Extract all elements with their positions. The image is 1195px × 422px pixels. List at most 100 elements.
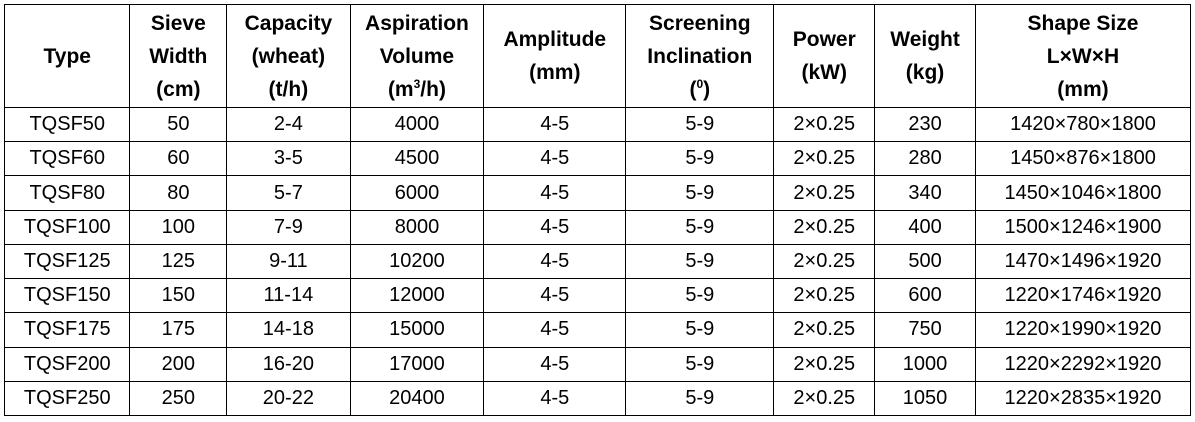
cell-amplitude: 4-5	[483, 141, 627, 177]
cell-weight: 400	[874, 209, 976, 245]
cell-weight: 1000	[874, 346, 976, 382]
cell-amplitude: 4-5	[483, 278, 627, 314]
cell-inclination: 5-9	[625, 243, 775, 280]
cell-power: 2×0.25	[773, 141, 876, 177]
header-sieve-width: Sieve Width (cm)	[129, 4, 228, 108]
cell-amplitude: 4-5	[483, 243, 627, 280]
table-row: TQSF175 175 14-18 15000 4-5 5-9 2×0.25 7…	[3, 312, 1192, 348]
cell-shape-size: 1220×2292×1920	[974, 346, 1192, 382]
cell-weight: 280	[874, 141, 976, 177]
cell-aspiration: 4000	[349, 106, 485, 143]
cell-type: TQSF125	[3, 243, 131, 280]
cell-capacity: 3-5	[226, 141, 351, 177]
header-screening-inclination: Screening Inclination (0)	[625, 4, 775, 108]
cell-type: TQSF175	[3, 312, 131, 348]
cell-power: 2×0.25	[773, 106, 876, 143]
cell-weight: 340	[874, 175, 976, 211]
cell-power: 2×0.25	[773, 380, 876, 417]
cell-sieve-width: 80	[129, 175, 228, 211]
cell-power: 2×0.25	[773, 312, 876, 348]
cell-weight: 600	[874, 278, 976, 314]
specification-table: Type Sieve Width (cm) Capacity (wheat) (…	[3, 4, 1192, 417]
cell-aspiration: 15000	[349, 312, 485, 348]
table-row: TQSF125 125 9-11 10200 4-5 5-9 2×0.25 50…	[3, 243, 1192, 280]
cell-aspiration: 12000	[349, 278, 485, 314]
table-row: TQSF60 60 3-5 4500 4-5 5-9 2×0.25 280 14…	[3, 141, 1192, 177]
cell-type: TQSF60	[3, 141, 131, 177]
cell-aspiration: 4500	[349, 141, 485, 177]
cell-shape-size: 1450×876×1800	[974, 141, 1192, 177]
cell-aspiration: 10200	[349, 243, 485, 280]
cell-capacity: 2-4	[226, 106, 351, 143]
cell-type: TQSF250	[3, 380, 131, 417]
header-shape-size: Shape Size L×W×H (mm)	[974, 4, 1192, 108]
cell-shape-size: 1500×1246×1900	[974, 209, 1192, 245]
cell-type: TQSF200	[3, 346, 131, 382]
cell-aspiration: 17000	[349, 346, 485, 382]
cell-amplitude: 4-5	[483, 175, 627, 211]
header-aspiration-volume: Aspiration Volume (m3/h)	[349, 4, 485, 108]
cell-sieve-width: 150	[129, 278, 228, 314]
cell-shape-size: 1220×1746×1920	[974, 278, 1192, 314]
cell-amplitude: 4-5	[483, 209, 627, 245]
cell-capacity: 16-20	[226, 346, 351, 382]
table-row: TQSF150 150 11-14 12000 4-5 5-9 2×0.25 6…	[3, 278, 1192, 314]
cell-inclination: 5-9	[625, 278, 775, 314]
table-row: TQSF50 50 2-4 4000 4-5 5-9 2×0.25 230 14…	[3, 106, 1192, 143]
cell-shape-size: 1220×2835×1920	[974, 380, 1192, 417]
cell-type: TQSF50	[3, 106, 131, 143]
cell-power: 2×0.25	[773, 346, 876, 382]
cell-sieve-width: 60	[129, 141, 228, 177]
cell-amplitude: 4-5	[483, 312, 627, 348]
cell-sieve-width: 200	[129, 346, 228, 382]
cell-weight: 230	[874, 106, 976, 143]
cell-sieve-width: 125	[129, 243, 228, 280]
cell-type: TQSF80	[3, 175, 131, 211]
header-row: Type Sieve Width (cm) Capacity (wheat) (…	[3, 4, 1192, 108]
header-type: Type	[3, 4, 131, 108]
cell-capacity: 11-14	[226, 278, 351, 314]
cell-amplitude: 4-5	[483, 380, 627, 417]
table-row: TQSF80 80 5-7 6000 4-5 5-9 2×0.25 340 14…	[3, 175, 1192, 211]
cell-power: 2×0.25	[773, 175, 876, 211]
cell-weight: 1050	[874, 380, 976, 417]
table-row: TQSF250 250 20-22 20400 4-5 5-9 2×0.25 1…	[3, 380, 1192, 417]
cell-sieve-width: 175	[129, 312, 228, 348]
cell-sieve-width: 50	[129, 106, 228, 143]
cell-amplitude: 4-5	[483, 346, 627, 382]
cell-power: 2×0.25	[773, 209, 876, 245]
cell-aspiration: 8000	[349, 209, 485, 245]
table-row: TQSF200 200 16-20 17000 4-5 5-9 2×0.25 1…	[3, 346, 1192, 382]
cell-type: TQSF150	[3, 278, 131, 314]
cell-sieve-width: 100	[129, 209, 228, 245]
cell-shape-size: 1220×1990×1920	[974, 312, 1192, 348]
cell-aspiration: 20400	[349, 380, 485, 417]
cell-shape-size: 1470×1496×1920	[974, 243, 1192, 280]
cell-inclination: 5-9	[625, 312, 775, 348]
cell-aspiration: 6000	[349, 175, 485, 211]
cell-capacity: 5-7	[226, 175, 351, 211]
cell-inclination: 5-9	[625, 209, 775, 245]
cell-capacity: 9-11	[226, 243, 351, 280]
table-row: TQSF100 100 7-9 8000 4-5 5-9 2×0.25 400 …	[3, 209, 1192, 245]
cell-capacity: 20-22	[226, 380, 351, 417]
cell-weight: 500	[874, 243, 976, 280]
header-power: Power (kW)	[773, 4, 876, 108]
cell-amplitude: 4-5	[483, 106, 627, 143]
cell-power: 2×0.25	[773, 243, 876, 280]
cell-sieve-width: 250	[129, 380, 228, 417]
cell-inclination: 5-9	[625, 106, 775, 143]
header-weight: Weight (kg)	[874, 4, 976, 108]
cell-capacity: 7-9	[226, 209, 351, 245]
cell-shape-size: 1420×780×1800	[974, 106, 1192, 143]
cell-weight: 750	[874, 312, 976, 348]
header-capacity: Capacity (wheat) (t/h)	[226, 4, 351, 108]
cell-inclination: 5-9	[625, 380, 775, 417]
cell-inclination: 5-9	[625, 175, 775, 211]
cell-capacity: 14-18	[226, 312, 351, 348]
cell-inclination: 5-9	[625, 141, 775, 177]
cell-shape-size: 1450×1046×1800	[974, 175, 1192, 211]
cell-power: 2×0.25	[773, 278, 876, 314]
header-amplitude: Amplitude (mm)	[483, 4, 627, 108]
cell-type: TQSF100	[3, 209, 131, 245]
